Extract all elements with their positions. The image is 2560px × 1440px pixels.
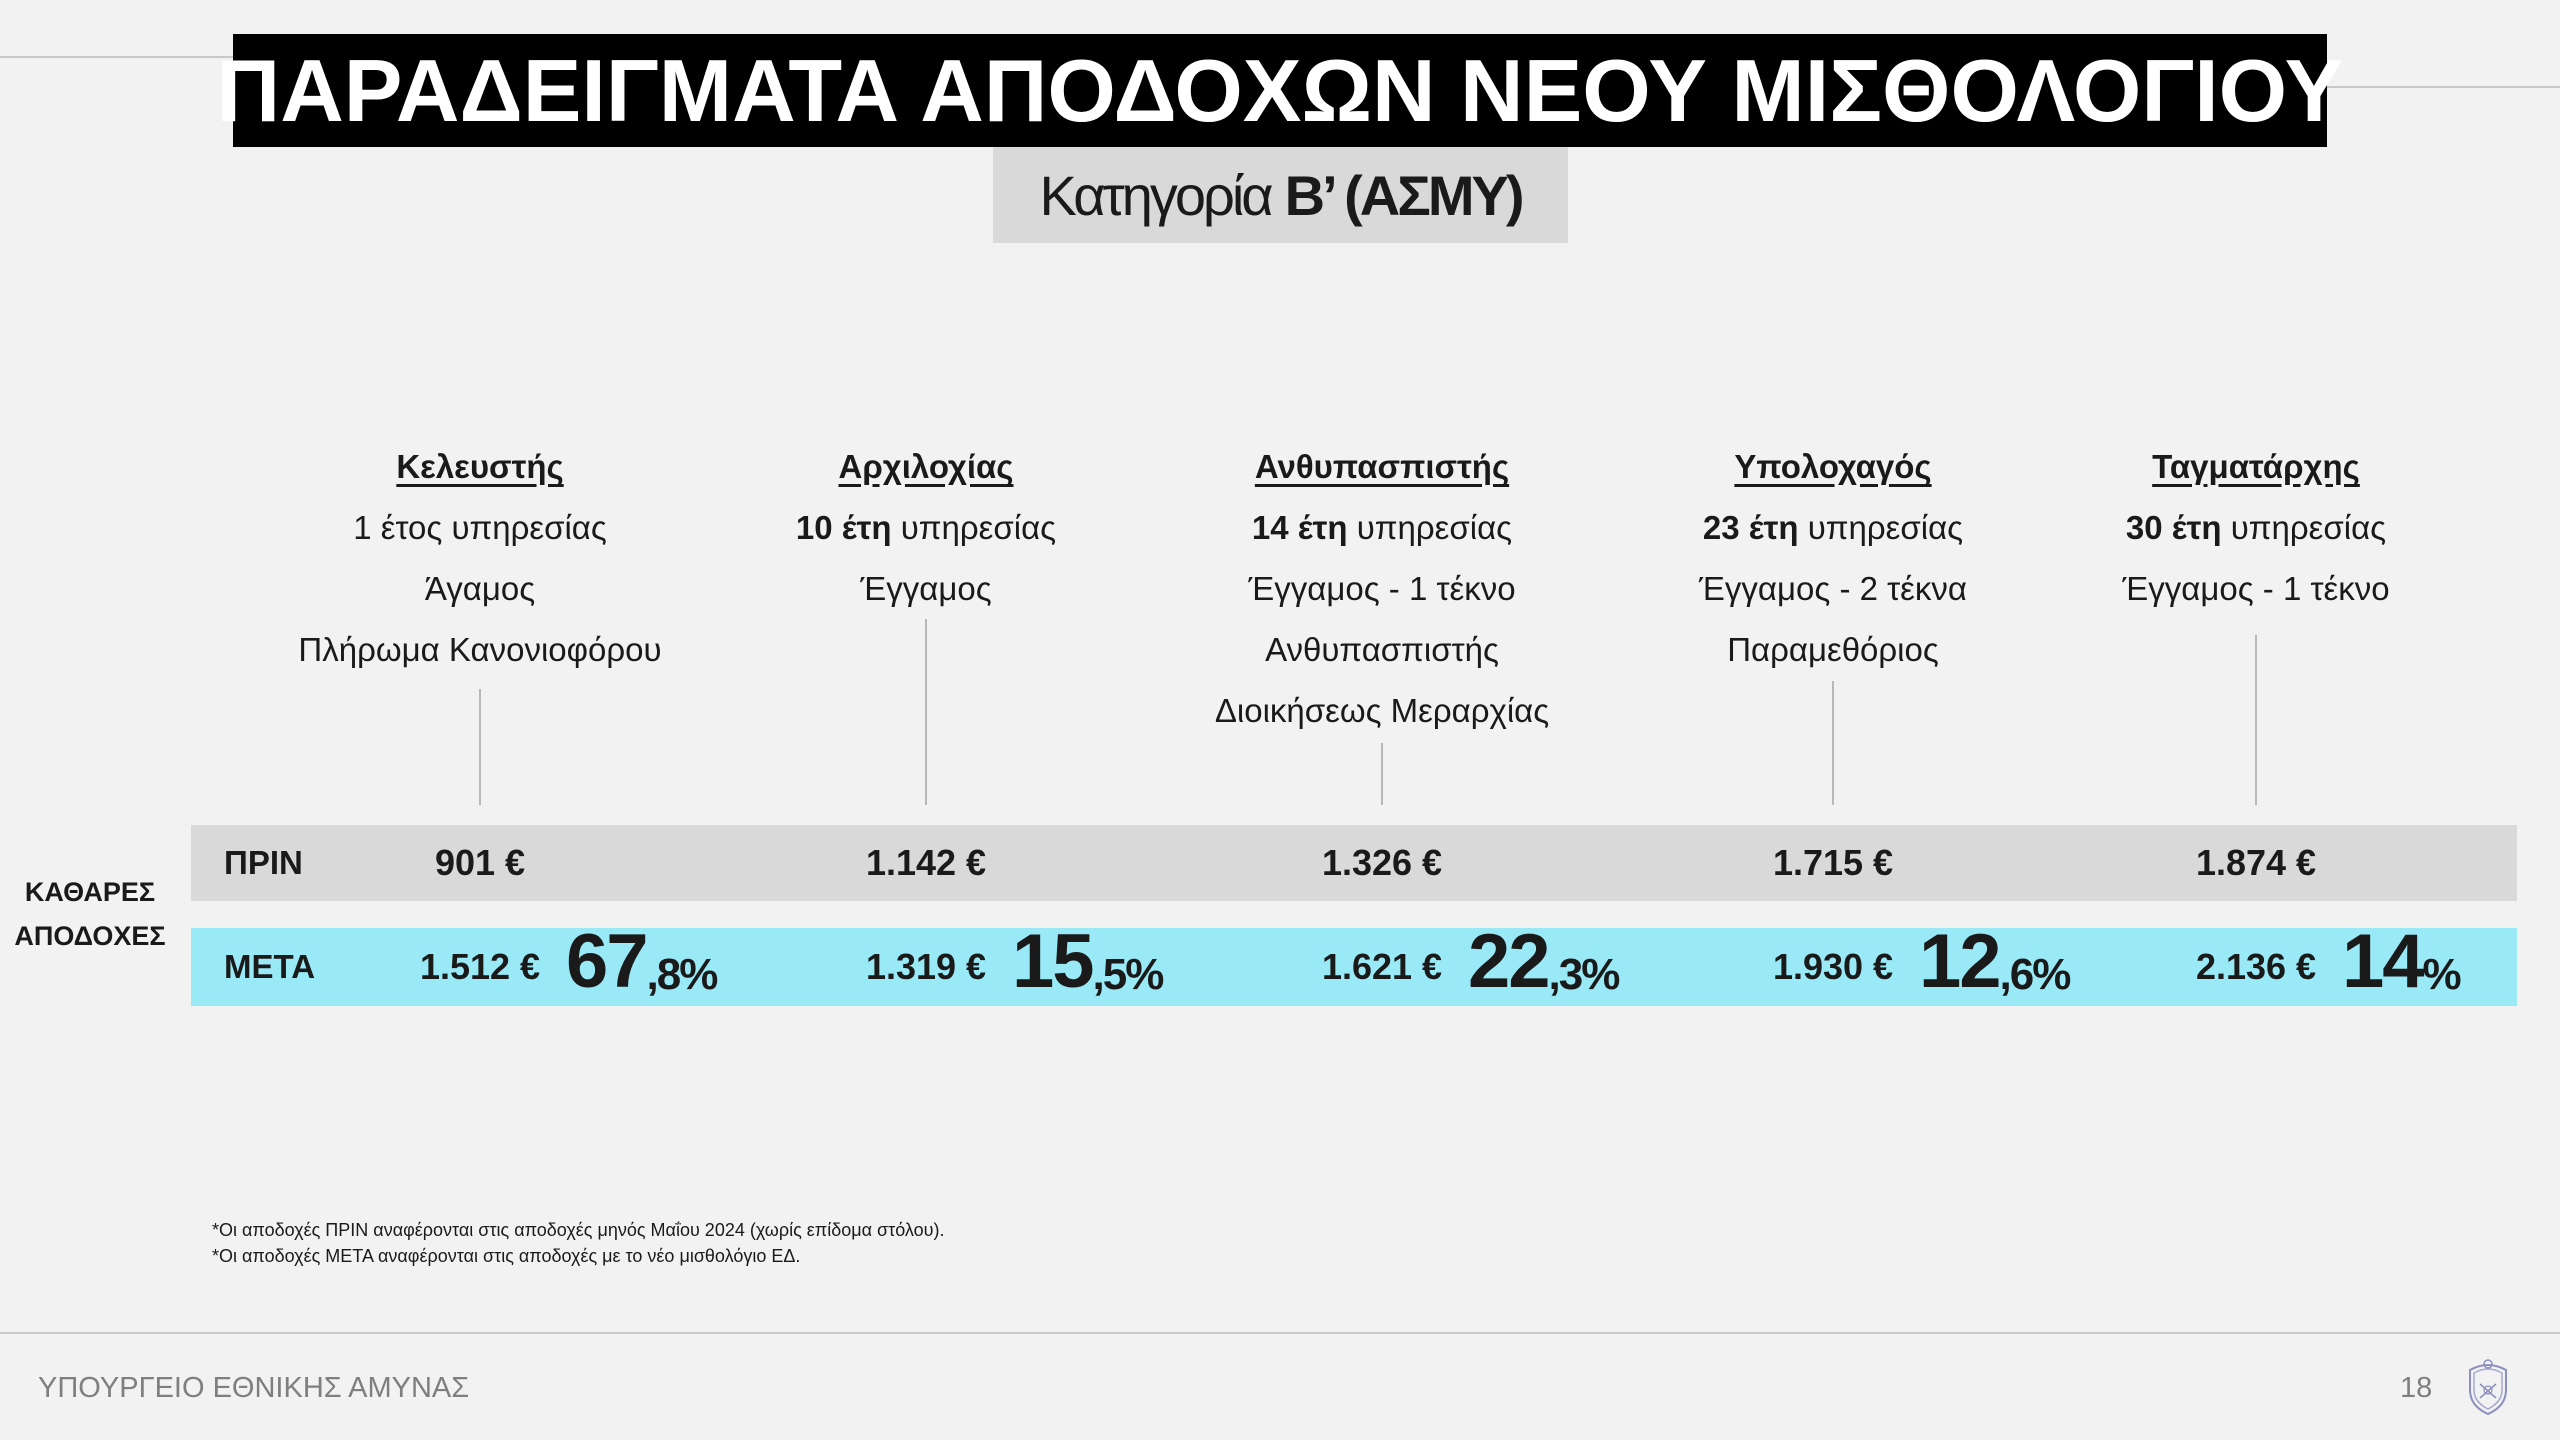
rank-title: Κελευστής (396, 448, 564, 485)
after-value: 1.512 € (419, 946, 541, 987)
detail-line: Διοικήσεως Μεραρχίας (1214, 692, 1550, 729)
increase-percent: 15,5% (1012, 924, 1165, 1006)
rank-title: Ανθυπασπιστής (1254, 448, 1510, 485)
slide-title: ΠΑΡΑΔΕΙΓΜΑΤΑ ΑΠΟΔΟΧΩΝ ΝΕΟΥ ΜΙΣΘΟΛΟΓΙΟΥ (217, 34, 2343, 147)
rank-column: Υπολοχαγός 23 έτη υπηρεσίας Έγγαμος - 2 τέ… (1573, 436, 2093, 680)
service-years: 14 έτη υπηρεσίας (1122, 497, 1642, 558)
footer-organization: ΥΠΟΥΡΓΕΙΟ ΕΘΝΙΚΗΣ ΑΜΥΝΑΣ (38, 1372, 470, 1404)
connector-line (2255, 635, 2257, 805)
before-value: 1.715 € (1772, 842, 1894, 883)
slide-subtitle: Κατηγορία Β’ (ΑΣΜΥ) (993, 147, 1568, 243)
before-value: 1.326 € (1321, 842, 1443, 883)
after-row-label: ΜΕΤΑ (224, 948, 316, 985)
service-years-text: υπηρεσίας (1347, 509, 1513, 546)
increase-percent-integer: 15 (1012, 919, 1095, 1004)
after-row: ΜΕΤΑ 1.512 € 67,8% 1.319 € 15,5% 1.621 € 22,3… (191, 924, 2517, 1006)
rank-column: Ταγματάρχης 30 έτη υπηρεσίας Έγγαμος - 1 τ… (1996, 436, 2516, 619)
service-years-text: 1 έτος υπηρεσίας (353, 509, 607, 546)
detail-line: Άγαμος (424, 570, 536, 607)
after-value: 2.136 € (2195, 946, 2317, 987)
increase-percent-fraction: ,8% (646, 950, 719, 999)
footnote: *Οι αποδοχές ΜΕΤΑ αναφέρονται στις αποδο… (212, 1246, 801, 1266)
rank-column: Αρχιλοχίας 10 έτη υπηρεσίας Έγγαμος (666, 436, 1186, 619)
subtitle-prefix: Κατηγορία (1039, 163, 1274, 227)
footnote: *Οι αποδοχές ΠΡΙΝ αναφέρονται στις αποδο… (212, 1220, 945, 1240)
detail-line: Έγγαμος - 1 τέκνο (1248, 570, 1516, 607)
increase-percent-integer: 12 (1919, 919, 2002, 1004)
connector-line (479, 689, 481, 805)
increase-percent-integer: 14 (2342, 919, 2425, 1004)
after-value: 1.930 € (1772, 946, 1894, 987)
service-years-bold: 23 έτη (1702, 509, 1799, 546)
rank-title: Υπολοχαγός (1734, 448, 1932, 485)
rank-column: Ανθυπασπιστής 14 έτη υπηρεσίας Έγγαμος - 1… (1122, 436, 1642, 741)
increase-percent: 67,8% (566, 924, 719, 1006)
connector-line (1381, 743, 1383, 805)
service-years-bold: 10 έτη (795, 509, 892, 546)
before-row: ΠΡΙΝ 901 € 1.142 € 1.326 € 1.715 € 1.874 € (191, 825, 2517, 901)
increase-percent-fraction: ,6% (1999, 950, 2072, 999)
detail-line: Ανθυπασπιστής (1265, 631, 1499, 668)
before-value: 1.142 € (865, 842, 987, 883)
detail-line: Έγγαμος - 2 τέκνα (1699, 570, 1967, 607)
detail-line: Πλήρωμα Κανονιοφόρου (298, 631, 662, 668)
decorative-line-right (2327, 86, 2560, 88)
page-number: 18 (2400, 1372, 2433, 1404)
net-pay-label: ΚΑΘΑΡΕΣ ΑΠΟΔΟΧΕΣ (0, 870, 180, 958)
service-years: 30 έτη υπηρεσίας (1996, 497, 2516, 558)
before-value: 1.874 € (2195, 842, 2317, 883)
after-value: 1.621 € (1321, 946, 1443, 987)
increase-percent: 12,6% (1919, 924, 2072, 1006)
increase-percent-integer: 67 (566, 919, 649, 1004)
service-years-text: υπηρεσίας (1798, 509, 1964, 546)
net-pay-label-line: ΑΠΟΔΟΧΕΣ (14, 921, 166, 951)
increase-percent: 22,3% (1468, 924, 1621, 1006)
rank-title: Ταγματάρχης (2152, 448, 2360, 485)
detail-line: Έγγαμος (860, 570, 992, 607)
service-years-text: υπηρεσίας (891, 509, 1057, 546)
before-value: 901 € (434, 842, 526, 883)
increase-percent-integer: 22 (1468, 919, 1551, 1004)
service-years: 10 έτη υπηρεσίας (666, 497, 1186, 558)
detail-line: Έγγαμος - 1 τέκνο (2122, 570, 2390, 607)
rank-title: Αρχιλοχίας (838, 448, 1014, 485)
increase-percent-fraction: ,3% (1548, 950, 1621, 999)
net-pay-label-line: ΚΑΘΑΡΕΣ (24, 877, 156, 907)
increase-percent-fraction: % (2422, 950, 2462, 999)
increase-percent: 14% (2342, 924, 2462, 1006)
service-years-bold: 30 έτη (2125, 509, 2222, 546)
increase-percent-fraction: ,5% (1092, 950, 1165, 999)
service-years: 23 έτη υπηρεσίας (1573, 497, 2093, 558)
service-years-text: υπηρεσίας (2221, 509, 2387, 546)
rank-column: Κελευστής 1 έτος υπηρεσίας Άγαμος Πλήρωμα Κ… (220, 436, 740, 680)
after-value: 1.319 € (865, 946, 987, 987)
before-row-label: ΠΡΙΝ (224, 844, 303, 881)
ministry-crest-icon (2469, 1359, 2507, 1416)
service-years-bold: 14 έτη (1251, 509, 1348, 546)
detail-line: Παραμεθόριος (1727, 631, 1939, 668)
decorative-line-left (0, 56, 233, 58)
service-years: 1 έτος υπηρεσίας (220, 497, 740, 558)
connector-line (1832, 681, 1834, 805)
subtitle-category: Β’ (ΑΣΜΥ) (1284, 163, 1525, 227)
connector-line (925, 619, 927, 805)
footer-divider (0, 1332, 2560, 1334)
